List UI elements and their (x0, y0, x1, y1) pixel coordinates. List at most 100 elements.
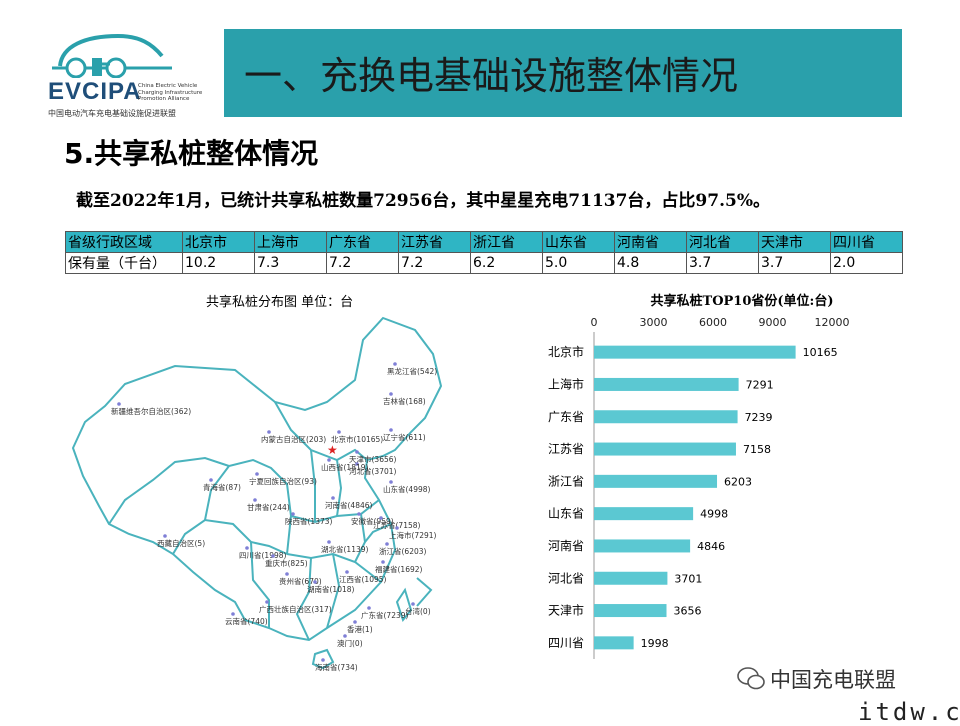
map-marker (355, 450, 359, 454)
map-province-label: 广西壮族自治区(317) (259, 604, 332, 614)
province-table: 省级行政区域 北京市 上海市 广东省 江苏省 浙江省 山东省 河南省 河北省 天津市 四川省 保有… (65, 231, 903, 274)
logo-brand: EVCIPA (48, 78, 142, 105)
map-marker (343, 634, 347, 638)
value-label: 10165 (803, 346, 838, 359)
category-label: 北京市 (548, 344, 584, 359)
table-header-cell: 浙江省 (470, 231, 543, 253)
table-value-cell: 3.7 (686, 252, 759, 274)
map-outline (71, 316, 443, 670)
table-header-cell: 天津市 (758, 231, 831, 253)
bar (594, 507, 694, 521)
map-marker (313, 580, 317, 584)
map-province-label: 山西省(1819) (321, 462, 369, 472)
logo-en-line: Promotion Alliance (138, 96, 190, 102)
bar (594, 410, 738, 424)
map-marker (355, 462, 359, 466)
value-label: 3701 (674, 572, 702, 585)
map-province-label: 黑龙江省(542) (387, 366, 437, 376)
map-province-label: 山东省(4998) (383, 484, 431, 494)
map-marker (291, 512, 295, 516)
bar (594, 636, 634, 650)
map-province-label: 新疆维吾尔自治区(362) (111, 406, 191, 416)
map-marker (209, 478, 213, 482)
map-marker (117, 402, 121, 406)
map-province-label: 台湾(0) (405, 606, 431, 616)
map-marker (271, 554, 275, 558)
map-province-label: 香港(1) (347, 624, 373, 634)
map-province-label: 云南省(740) (225, 616, 268, 626)
map-province-label: 广东省(7239) (361, 610, 409, 620)
x-tick-label: 9000 (759, 316, 787, 329)
svg-text:★: ★ (327, 443, 338, 457)
bar (594, 377, 739, 391)
wechat-icon (737, 667, 765, 690)
bar (594, 345, 796, 359)
map-province-label: 内蒙古自治区(203) (261, 434, 326, 444)
top10-bar-chart: 共享私桩TOP10省份(单位:台) 0 3000 6000 9000 12000 北京市… (548, 293, 850, 659)
map-marker (327, 540, 331, 544)
map-province-label: 湖南省(1018) (307, 584, 355, 594)
map-province-label: 重庆市(825) (265, 558, 308, 568)
table-header-label: 省级行政区域 (65, 231, 183, 253)
bar (594, 539, 691, 553)
map-province-label: 澳门(0) (337, 638, 363, 648)
table-header-row: 省级行政区域 北京市 上海市 广东省 江苏省 浙江省 山东省 河南省 河北省 天津市 四川省 (65, 231, 903, 253)
table-header-cell: 上海市 (254, 231, 327, 253)
map-marker (267, 430, 271, 434)
value-label: 7291 (746, 378, 774, 391)
table-value-cell: 4.8 (614, 252, 687, 274)
x-tick-label: 3000 (640, 316, 668, 329)
map-marker (353, 620, 357, 624)
map-province-label: 天津市(3656) (349, 454, 397, 464)
map-province-label: 江苏省(7158) (373, 520, 421, 530)
section-title: 5.共享私桩整体情况 (64, 137, 319, 170)
logo-en-line: Charging Infrastructure (138, 89, 203, 96)
category-label: 广东省 (548, 410, 584, 424)
map-province-label: 浙江省(6203) (379, 546, 427, 556)
value-labels: 10165 7291 7239 7158 6203 4998 4846 3701 3656 199… (641, 346, 838, 650)
map-marker (345, 570, 349, 574)
value-label: 4846 (697, 540, 725, 553)
map-province-label: 安徽省(959) (351, 516, 394, 526)
evcipa-logo: EVCIPA China Electric Vehicle Charging I… (40, 28, 202, 123)
category-label: 山东省 (548, 507, 584, 521)
map-labels: 黑龙江省(542) 吉林省(168) 新疆维吾尔自治区(362) 内蒙古自治区(203… (111, 362, 437, 672)
map-province-label: 西藏自治区(5) (157, 538, 205, 548)
logo-chinese-name: 中国电动汽车充电基础设施促进联盟 (48, 109, 176, 118)
map-province-label: 宁夏回族自治区(93) (249, 476, 317, 486)
map-marker (231, 612, 235, 616)
x-tick-label: 12000 (815, 316, 850, 329)
table-value-cell: 10.2 (182, 252, 255, 274)
page-title: 一、充换电基础设施整体情况 (244, 54, 739, 98)
map-province-label: 甘肃省(244) (247, 502, 290, 512)
map-province-label: 河南省(4846) (325, 500, 373, 510)
value-label: 7158 (743, 443, 771, 456)
table-value-cell: 5.0 (542, 252, 615, 274)
map-marker (265, 600, 269, 604)
x-tick-label: 6000 (699, 316, 727, 329)
table-header-cell: 河南省 (614, 231, 687, 253)
map-marker (327, 458, 331, 462)
map-marker (381, 560, 385, 564)
map-province-label: 陕西省(1373) (285, 516, 333, 526)
logo-english-name: China Electric Vehicle Charging Infrastr… (138, 83, 208, 103)
bar (594, 474, 718, 488)
map-province-label: 北京市(10165) (331, 434, 383, 444)
table-value-cell: 6.2 (470, 252, 543, 274)
category-label: 浙江省 (548, 474, 584, 488)
map-marker (389, 480, 393, 484)
table-header-cell: 四川省 (830, 231, 903, 253)
table-header-cell: 北京市 (182, 231, 255, 253)
logo-en-line: China Electric Vehicle (138, 83, 198, 89)
table-value-label: 保有量（千台） (65, 252, 183, 274)
table-header-cell: 山东省 (542, 231, 615, 253)
chart-title: 共享私桩TOP10省份(单位:台) (651, 293, 834, 309)
header-banner: 一、充换电基础设施整体情况 (224, 29, 902, 117)
map-province-label: 辽宁省(611) (383, 432, 426, 442)
map-title: 共享私桩分布图 单位：台 (206, 295, 354, 310)
ev-car-icon (52, 33, 172, 79)
table-header-cell: 广东省 (326, 231, 399, 253)
map-marker (163, 534, 167, 538)
bar (594, 442, 736, 456)
